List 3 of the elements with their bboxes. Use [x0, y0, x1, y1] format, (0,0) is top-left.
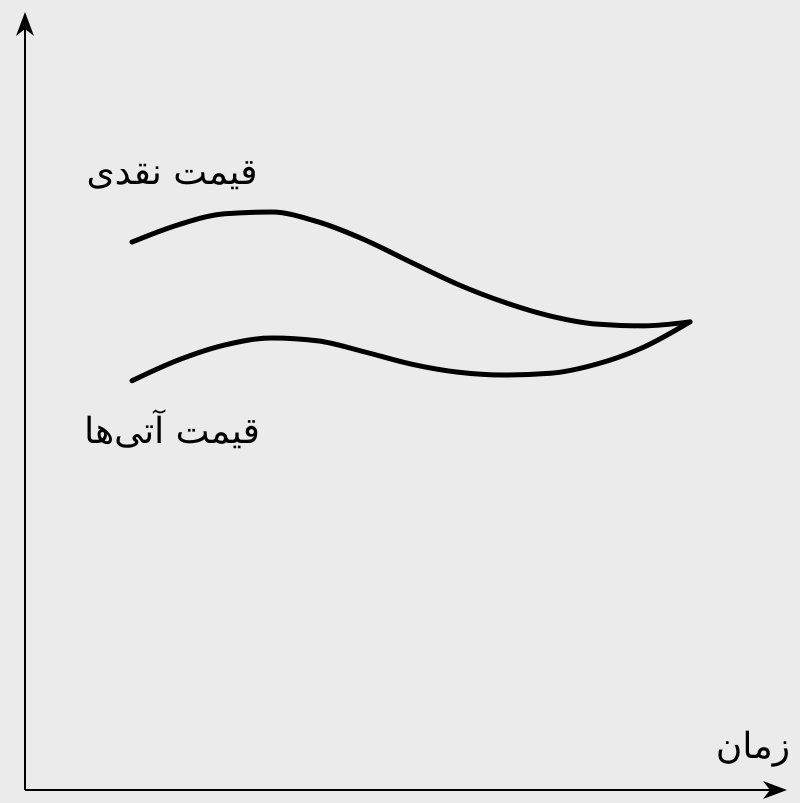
series-label: قیمت آتی‌ها [84, 408, 260, 452]
series-label: قیمت نقدی [86, 152, 258, 194]
x-axis-title: زمان [716, 726, 790, 767]
